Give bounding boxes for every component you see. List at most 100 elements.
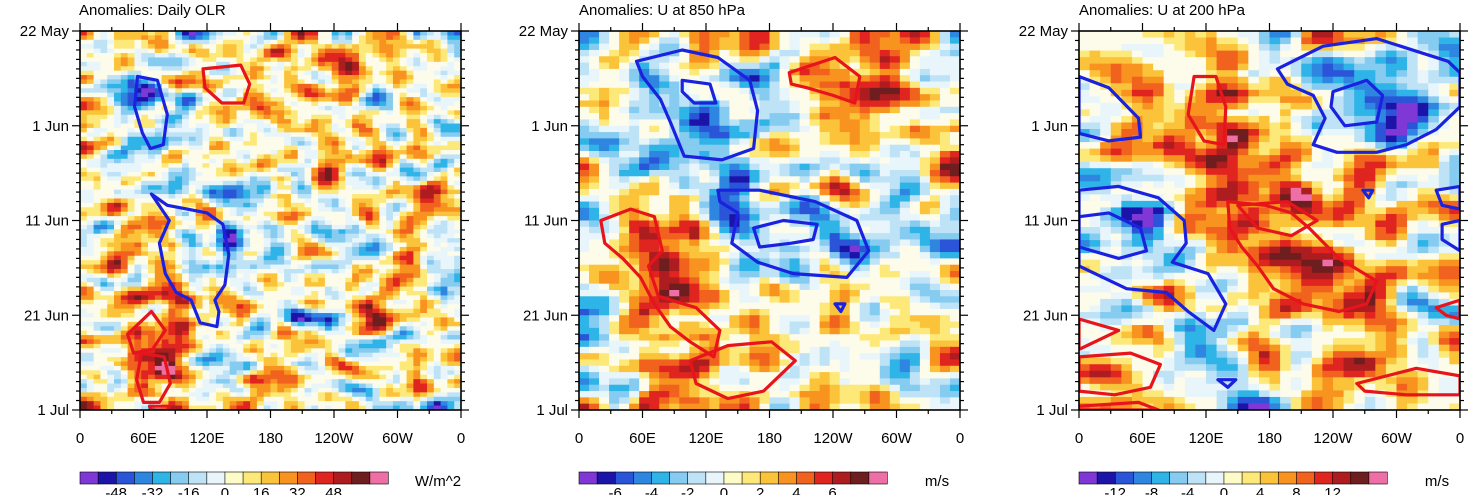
field-cell [93, 330, 102, 336]
field-cell [86, 229, 95, 235]
field-cell [114, 101, 122, 107]
field-cell [120, 233, 129, 239]
field-cell [352, 246, 360, 252]
field-cell [324, 167, 333, 173]
field-cell [188, 88, 197, 94]
field-cell [222, 114, 231, 120]
field-cell [202, 238, 210, 244]
field-cell [399, 260, 408, 266]
field-cell [141, 396, 149, 402]
field-cell [168, 352, 176, 358]
field-cell [229, 277, 238, 283]
field-cell [311, 401, 319, 407]
field-cell [399, 383, 408, 389]
field-cell [392, 326, 401, 332]
field-cell [222, 141, 231, 147]
field-cell [331, 31, 340, 37]
field-cell [345, 396, 353, 402]
field-cell [386, 387, 394, 393]
field-cell [324, 185, 333, 191]
field-cell [318, 83, 326, 89]
field-cell [100, 198, 108, 204]
field-cell [406, 299, 414, 305]
field-cell [148, 396, 156, 402]
field-cell [216, 405, 224, 410]
field-cell [161, 251, 170, 257]
field-cell [318, 70, 326, 76]
field-cell [338, 194, 346, 200]
field-cell [338, 132, 346, 138]
field-cell [386, 361, 394, 367]
field-cell [311, 207, 319, 213]
field-cell [168, 101, 176, 107]
field-cell [426, 286, 435, 292]
field-cell [352, 229, 360, 235]
field-cell [358, 92, 367, 98]
field-cell [175, 167, 183, 173]
field-cell [290, 238, 299, 244]
field-cell [386, 127, 394, 133]
field-cell [107, 57, 115, 63]
field-cell [379, 172, 387, 178]
field-cell [256, 119, 265, 125]
field-cell [120, 268, 129, 274]
field-cell [440, 392, 448, 398]
field-cell [100, 66, 108, 72]
field-cell [331, 202, 340, 208]
field-cell [80, 277, 88, 283]
field-cell [318, 105, 326, 111]
field-cell [148, 88, 156, 94]
field-cell [263, 31, 272, 37]
field-cell [107, 92, 115, 98]
field-cell [202, 185, 210, 191]
field-cell [358, 255, 367, 261]
field-cell [358, 31, 367, 37]
field-cell [413, 317, 421, 323]
field-cell [114, 163, 122, 169]
field-cell [454, 149, 461, 155]
field-cell [440, 185, 448, 191]
field-cell [311, 167, 319, 173]
field-cell [372, 145, 380, 151]
field-cell [318, 387, 326, 393]
field-cell [229, 66, 238, 72]
field-cell [331, 401, 340, 407]
field-cell [182, 379, 190, 385]
field-cell [318, 392, 326, 398]
field-cell [399, 291, 408, 297]
field-cell [365, 61, 374, 67]
field-cell [447, 180, 455, 186]
field-cell [454, 401, 461, 407]
field-cell [358, 392, 367, 398]
field-cell [243, 189, 251, 195]
field-cell [250, 180, 258, 186]
field-cell [324, 207, 333, 213]
field-cell [175, 361, 183, 367]
field-cell [433, 185, 442, 191]
field-cell [216, 216, 224, 222]
field-cell [168, 57, 176, 63]
field-cell [222, 224, 231, 230]
field-cell [311, 194, 319, 200]
field-cell [399, 141, 408, 147]
field-cell [148, 295, 156, 301]
field-cell [311, 211, 319, 217]
field-cell [304, 110, 312, 116]
field-cell [161, 31, 170, 37]
field-cell [100, 286, 108, 292]
field-cell [311, 313, 319, 319]
field-cell [447, 132, 455, 138]
field-cell [120, 211, 129, 217]
field-cell [270, 44, 278, 50]
field-cell [236, 172, 244, 178]
field-cell [440, 123, 448, 129]
field-cell [399, 392, 408, 398]
field-cell [120, 383, 129, 389]
field-cell [161, 242, 170, 248]
field-cell [127, 158, 136, 164]
field-cell [440, 180, 448, 186]
field-cell [352, 326, 360, 332]
field-cell [243, 123, 251, 129]
field-cell [270, 39, 278, 45]
field-cell [141, 163, 149, 169]
